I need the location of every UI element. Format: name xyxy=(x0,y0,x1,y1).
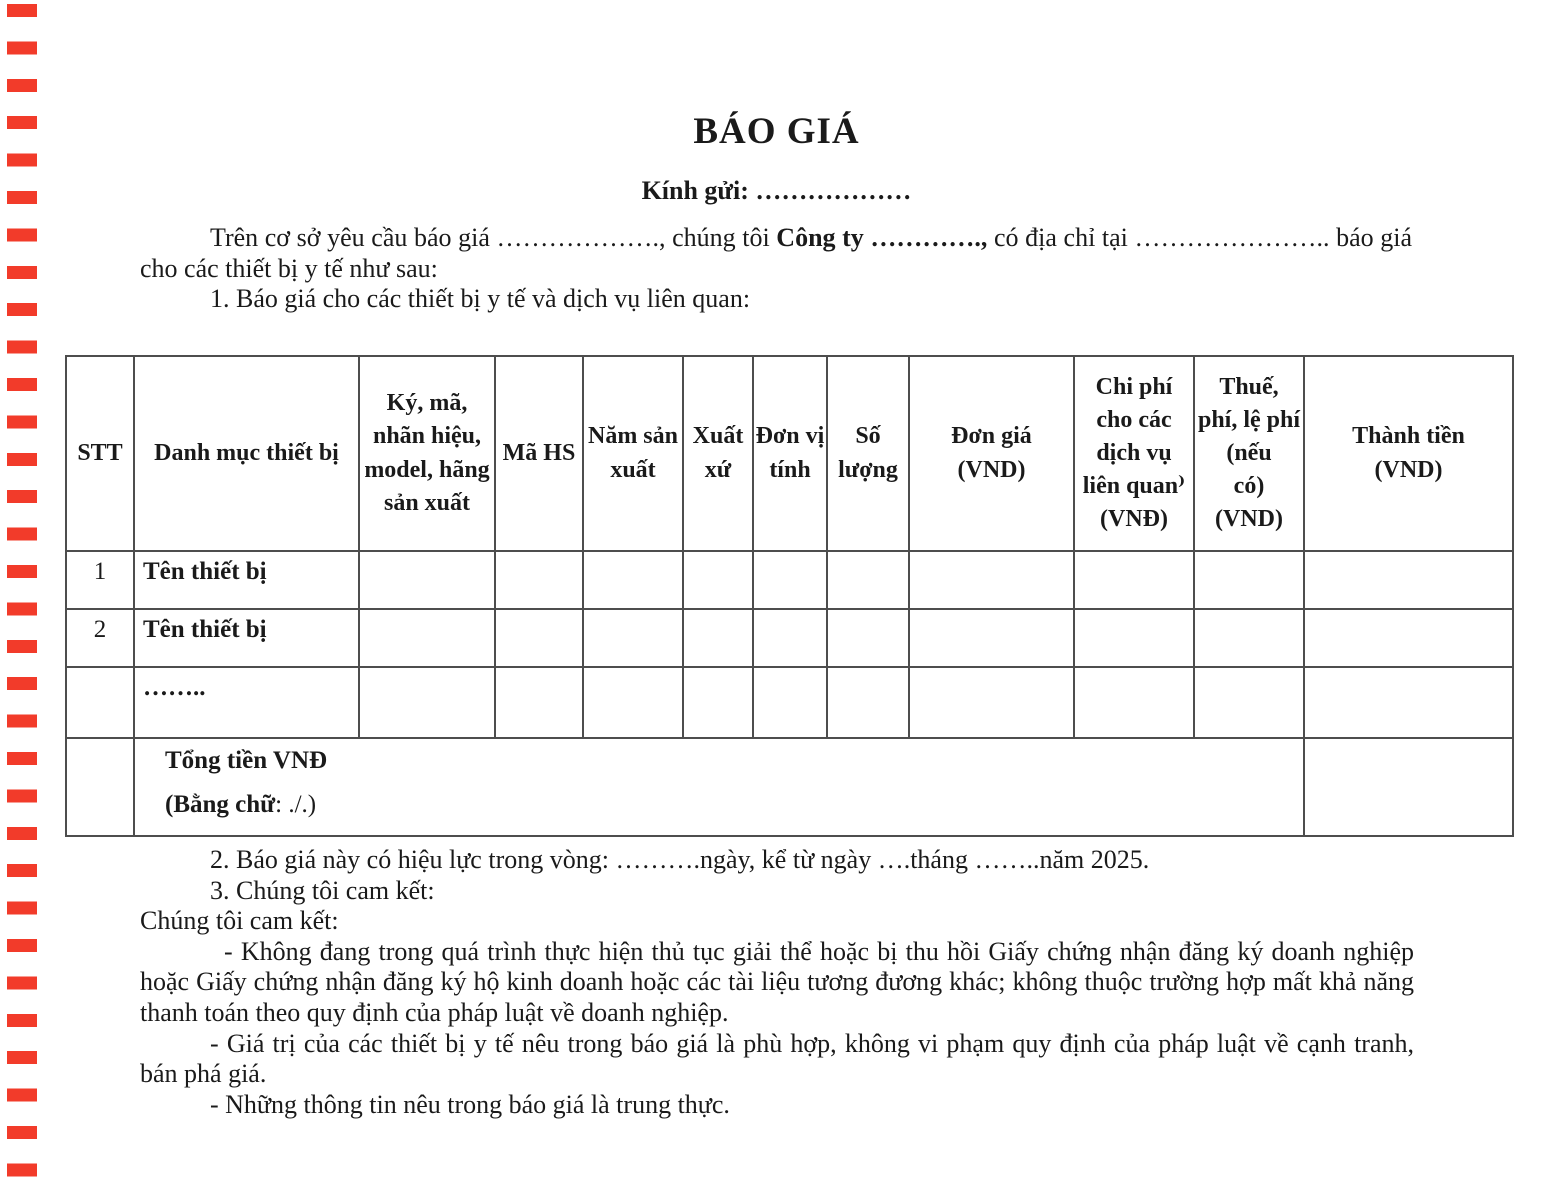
row3-unit-price-cell xyxy=(908,666,1075,739)
table-header-row: STT Danh mục thiết bị Ký, mã, nhãn hiệu,… xyxy=(65,355,1514,552)
row1-origin-cell xyxy=(682,550,754,610)
table-row: 1 Tên thiết bị xyxy=(65,550,1514,610)
row1-unit-price-cell xyxy=(908,550,1075,610)
validity-paragraph: 2. Báo giá này có hiệu lực trong vòng: …… xyxy=(210,845,1150,874)
intro-company-bold: Công ty …………., xyxy=(776,223,988,252)
row1-total-cell xyxy=(1303,550,1514,610)
row1-quantity-cell xyxy=(826,550,910,610)
row1-year-cell xyxy=(582,550,684,610)
row3-tax-cell xyxy=(1193,666,1305,739)
col-header-hs-code: Mã HS xyxy=(494,355,584,552)
left-edge-scan-marks xyxy=(7,4,37,1196)
row2-service-cost-cell xyxy=(1073,608,1195,668)
row1-stt: 1 xyxy=(65,550,135,610)
col-header-tax: Thuế, phí, lệ phí (nếu có) (VND) xyxy=(1193,355,1305,552)
row3-model-cell xyxy=(358,666,496,739)
row2-year-cell xyxy=(582,608,684,668)
row1-service-cost-cell xyxy=(1073,550,1195,610)
row1-unit-cell xyxy=(752,550,828,610)
commitment-item-3: - Những thông tin nêu trong báo giá là t… xyxy=(210,1089,730,1119)
page-title: BÁO GIÁ xyxy=(693,111,860,152)
row3-service-cost-cell xyxy=(1073,666,1195,739)
intro-paragraph: Trên cơ sở yêu cầu báo giá ………………., chún… xyxy=(140,223,1412,284)
closing-section: 2. Báo giá này có hiệu lực trong vòng: …… xyxy=(140,845,1414,1120)
row2-total-cell xyxy=(1303,608,1514,668)
col-header-unit: Đơn vị tính xyxy=(752,355,828,552)
col-header-stt: STT xyxy=(65,355,135,552)
total-row-amount-value-cell xyxy=(1303,737,1514,837)
commitment-repeat-line: Chúng tôi cam kết: xyxy=(140,906,339,936)
row1-model-cell xyxy=(358,550,496,610)
table-row: 2 Tên thiết bị xyxy=(65,608,1514,668)
row2-quantity-cell xyxy=(826,608,910,668)
col-header-unit-price: Đơn giá (VND) xyxy=(908,355,1075,552)
quotation-table: STT Danh mục thiết bị Ký, mã, nhãn hiệu,… xyxy=(65,355,1514,837)
col-header-service-cost: Chi phí cho các dịch vụ liên quan⁾ (VNĐ) xyxy=(1073,355,1195,552)
intro-text-2: có địa chỉ tại ………………….. báo giá cho các… xyxy=(140,223,1413,283)
col-header-model: Ký, mã, nhãn hiệu, model, hãng sản xuất xyxy=(358,355,496,552)
row2-device-name: Tên thiết bị xyxy=(133,608,360,668)
row3-quantity-cell xyxy=(826,666,910,739)
row3-hs-cell xyxy=(494,666,584,739)
row2-unit-cell xyxy=(752,608,828,668)
row3-stt xyxy=(65,666,135,739)
row3-origin-cell xyxy=(682,666,754,739)
salutation-line: Kính gửi: ……………… xyxy=(641,176,912,205)
row2-stt: 2 xyxy=(65,608,135,668)
row1-hs-cell xyxy=(494,550,584,610)
section-1-heading: 1. Báo giá cho các thiết bị y tế và dịch… xyxy=(210,284,751,313)
col-header-origin: Xuất xứ xyxy=(682,355,754,552)
row3-device-name: …….. xyxy=(133,666,360,739)
total-row-stt-cell xyxy=(65,737,135,837)
commitment-heading: 3. Chúng tôi cam kết: xyxy=(210,875,435,905)
row3-unit-cell xyxy=(752,666,828,739)
total-in-words-bold: (Bằng chữ xyxy=(165,791,276,818)
total-in-words: (Bằng chữ: ./.) xyxy=(165,791,1302,819)
col-header-year: Năm sản xuất xyxy=(582,355,684,552)
total-amount-label: Tổng tiền VNĐ xyxy=(165,747,328,774)
row2-unit-price-cell xyxy=(908,608,1075,668)
total-in-words-rest: : ./.) xyxy=(275,791,317,818)
intro-text-1: Trên cơ sở yêu cầu báo giá ………………., chún… xyxy=(210,223,777,252)
row3-year-cell xyxy=(582,666,684,739)
col-header-total: Thành tiền (VND) xyxy=(1303,355,1514,552)
commitment-item-2: - Giá trị của các thiết bị y tế nêu tron… xyxy=(140,1028,1414,1089)
row2-model-cell xyxy=(358,608,496,668)
commitment-item-1: - Không đang trong quá trình thực hiện t… xyxy=(140,936,1414,1027)
row2-hs-cell xyxy=(494,608,584,668)
col-header-quantity: Số lượng xyxy=(826,355,910,552)
total-amount-cell: Tổng tiền VNĐ (Bằng chữ: ./.) xyxy=(133,737,1305,837)
row1-tax-cell xyxy=(1193,550,1305,610)
table-total-row: Tổng tiền VNĐ (Bằng chữ: ./.) xyxy=(65,737,1514,837)
col-header-category: Danh mục thiết bị xyxy=(133,355,360,552)
row2-origin-cell xyxy=(682,608,754,668)
row2-tax-cell xyxy=(1193,608,1305,668)
row1-device-name: Tên thiết bị xyxy=(133,550,360,610)
table-row: …….. xyxy=(65,666,1514,739)
row3-total-cell xyxy=(1303,666,1514,739)
